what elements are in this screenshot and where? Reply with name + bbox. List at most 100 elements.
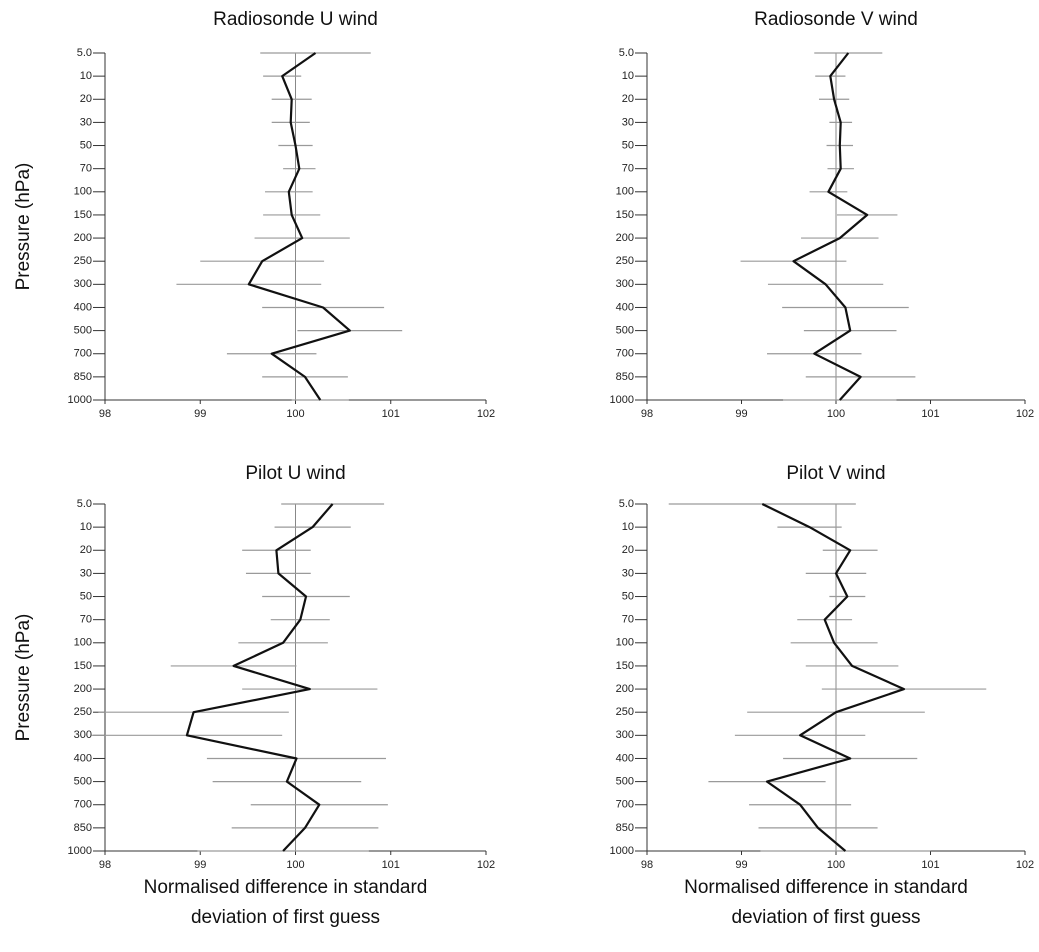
y-tick-label: 200 xyxy=(74,232,92,244)
y-tick-label: 500 xyxy=(74,325,92,337)
y-tick-label: 70 xyxy=(622,163,634,175)
y-tick-label: 700 xyxy=(74,348,92,360)
y-tick-label: 5.0 xyxy=(619,498,634,510)
y-tick-label: 5.0 xyxy=(619,47,634,59)
y-tick-label: 50 xyxy=(80,139,92,151)
x-tick-label: 100 xyxy=(286,859,304,871)
y-tick-label: 30 xyxy=(622,116,634,128)
x-tick-label: 101 xyxy=(382,859,400,871)
y-tick-label: 30 xyxy=(80,567,92,579)
y-tick-label: 10 xyxy=(622,521,634,533)
y-tick-label: 850 xyxy=(616,371,634,383)
x-tick-label: 102 xyxy=(1016,859,1034,871)
y-tick-label: 300 xyxy=(74,729,92,741)
x-tick-label: 99 xyxy=(735,408,747,420)
y-tick-label: 10 xyxy=(622,70,634,82)
profile-line xyxy=(185,503,334,852)
y-tick-label: 1000 xyxy=(610,394,634,406)
chart-title: Pilot V wind xyxy=(786,463,885,484)
y-tick-label: 200 xyxy=(616,683,634,695)
y-tick-label: 100 xyxy=(74,637,92,649)
y-tick-label: 10 xyxy=(80,70,92,82)
x-axis-label: deviation of first guess xyxy=(191,907,380,928)
x-tick-label: 101 xyxy=(921,859,939,871)
profile-line xyxy=(792,52,869,401)
y-tick-label: 850 xyxy=(616,822,634,834)
y-tick-label: 10 xyxy=(80,521,92,533)
x-tick-label: 98 xyxy=(641,408,653,420)
y-tick-label: 70 xyxy=(80,163,92,175)
y-tick-label: 150 xyxy=(74,209,92,221)
y-axis-label: Pressure (hPa) xyxy=(13,614,34,742)
y-tick-label: 50 xyxy=(622,139,634,151)
y-axis-label: Pressure (hPa) xyxy=(13,163,34,291)
y-tick-label: 100 xyxy=(616,637,634,649)
y-tick-label: 100 xyxy=(74,186,92,198)
y-tick-label: 500 xyxy=(74,776,92,788)
profile-line xyxy=(761,503,906,852)
x-tick-label: 102 xyxy=(477,408,495,420)
y-tick-label: 850 xyxy=(74,371,92,383)
x-tick-label: 102 xyxy=(1016,408,1034,420)
y-tick-label: 250 xyxy=(616,706,634,718)
y-tick-label: 20 xyxy=(622,544,634,556)
y-tick-label: 50 xyxy=(80,590,92,602)
x-tick-label: 98 xyxy=(99,859,111,871)
y-tick-label: 150 xyxy=(616,660,634,672)
chart-title: Radiosonde U wind xyxy=(213,9,378,30)
y-tick-label: 500 xyxy=(616,776,634,788)
y-tick-label: 150 xyxy=(74,660,92,672)
profile-line xyxy=(247,52,351,401)
chart-title: Pilot U wind xyxy=(245,463,345,484)
y-tick-label: 500 xyxy=(616,325,634,337)
x-tick-label: 101 xyxy=(382,408,400,420)
y-tick-label: 700 xyxy=(616,799,634,811)
y-tick-label: 150 xyxy=(616,209,634,221)
x-tick-label: 100 xyxy=(827,408,845,420)
x-axis-label: Normalised difference in standard xyxy=(684,877,968,898)
y-tick-label: 5.0 xyxy=(77,47,92,59)
x-tick-label: 99 xyxy=(735,859,747,871)
y-tick-label: 30 xyxy=(622,567,634,579)
x-axis-label: Normalised difference in standard xyxy=(144,877,428,898)
y-tick-label: 300 xyxy=(616,729,634,741)
x-tick-label: 100 xyxy=(286,408,304,420)
y-tick-label: 100 xyxy=(616,186,634,198)
y-tick-label: 700 xyxy=(616,348,634,360)
y-tick-label: 1000 xyxy=(68,845,92,857)
x-tick-label: 99 xyxy=(194,408,206,420)
x-tick-label: 98 xyxy=(641,859,653,871)
y-tick-label: 30 xyxy=(80,116,92,128)
x-tick-label: 101 xyxy=(921,408,939,420)
y-tick-label: 20 xyxy=(622,93,634,105)
x-tick-label: 100 xyxy=(827,859,845,871)
y-tick-label: 850 xyxy=(74,822,92,834)
y-tick-label: 50 xyxy=(622,590,634,602)
y-tick-label: 1000 xyxy=(68,394,92,406)
y-tick-label: 700 xyxy=(74,799,92,811)
y-tick-label: 400 xyxy=(74,301,92,313)
y-tick-label: 300 xyxy=(74,278,92,290)
x-tick-label: 98 xyxy=(99,408,111,420)
y-tick-label: 200 xyxy=(74,683,92,695)
y-tick-label: 5.0 xyxy=(77,498,92,510)
y-tick-label: 70 xyxy=(622,614,634,626)
y-tick-label: 200 xyxy=(616,232,634,244)
y-tick-label: 400 xyxy=(616,301,634,313)
y-tick-label: 400 xyxy=(616,752,634,764)
y-tick-label: 70 xyxy=(80,614,92,626)
y-tick-label: 1000 xyxy=(610,845,634,857)
x-tick-label: 102 xyxy=(477,859,495,871)
y-tick-label: 20 xyxy=(80,544,92,556)
x-axis-label: deviation of first guess xyxy=(731,907,920,928)
y-tick-label: 20 xyxy=(80,93,92,105)
y-tick-label: 400 xyxy=(74,752,92,764)
y-tick-label: 250 xyxy=(616,255,634,267)
chart-title: Radiosonde V wind xyxy=(754,9,918,30)
x-tick-label: 99 xyxy=(194,859,206,871)
y-tick-label: 300 xyxy=(616,278,634,290)
y-tick-label: 250 xyxy=(74,706,92,718)
y-tick-label: 250 xyxy=(74,255,92,267)
